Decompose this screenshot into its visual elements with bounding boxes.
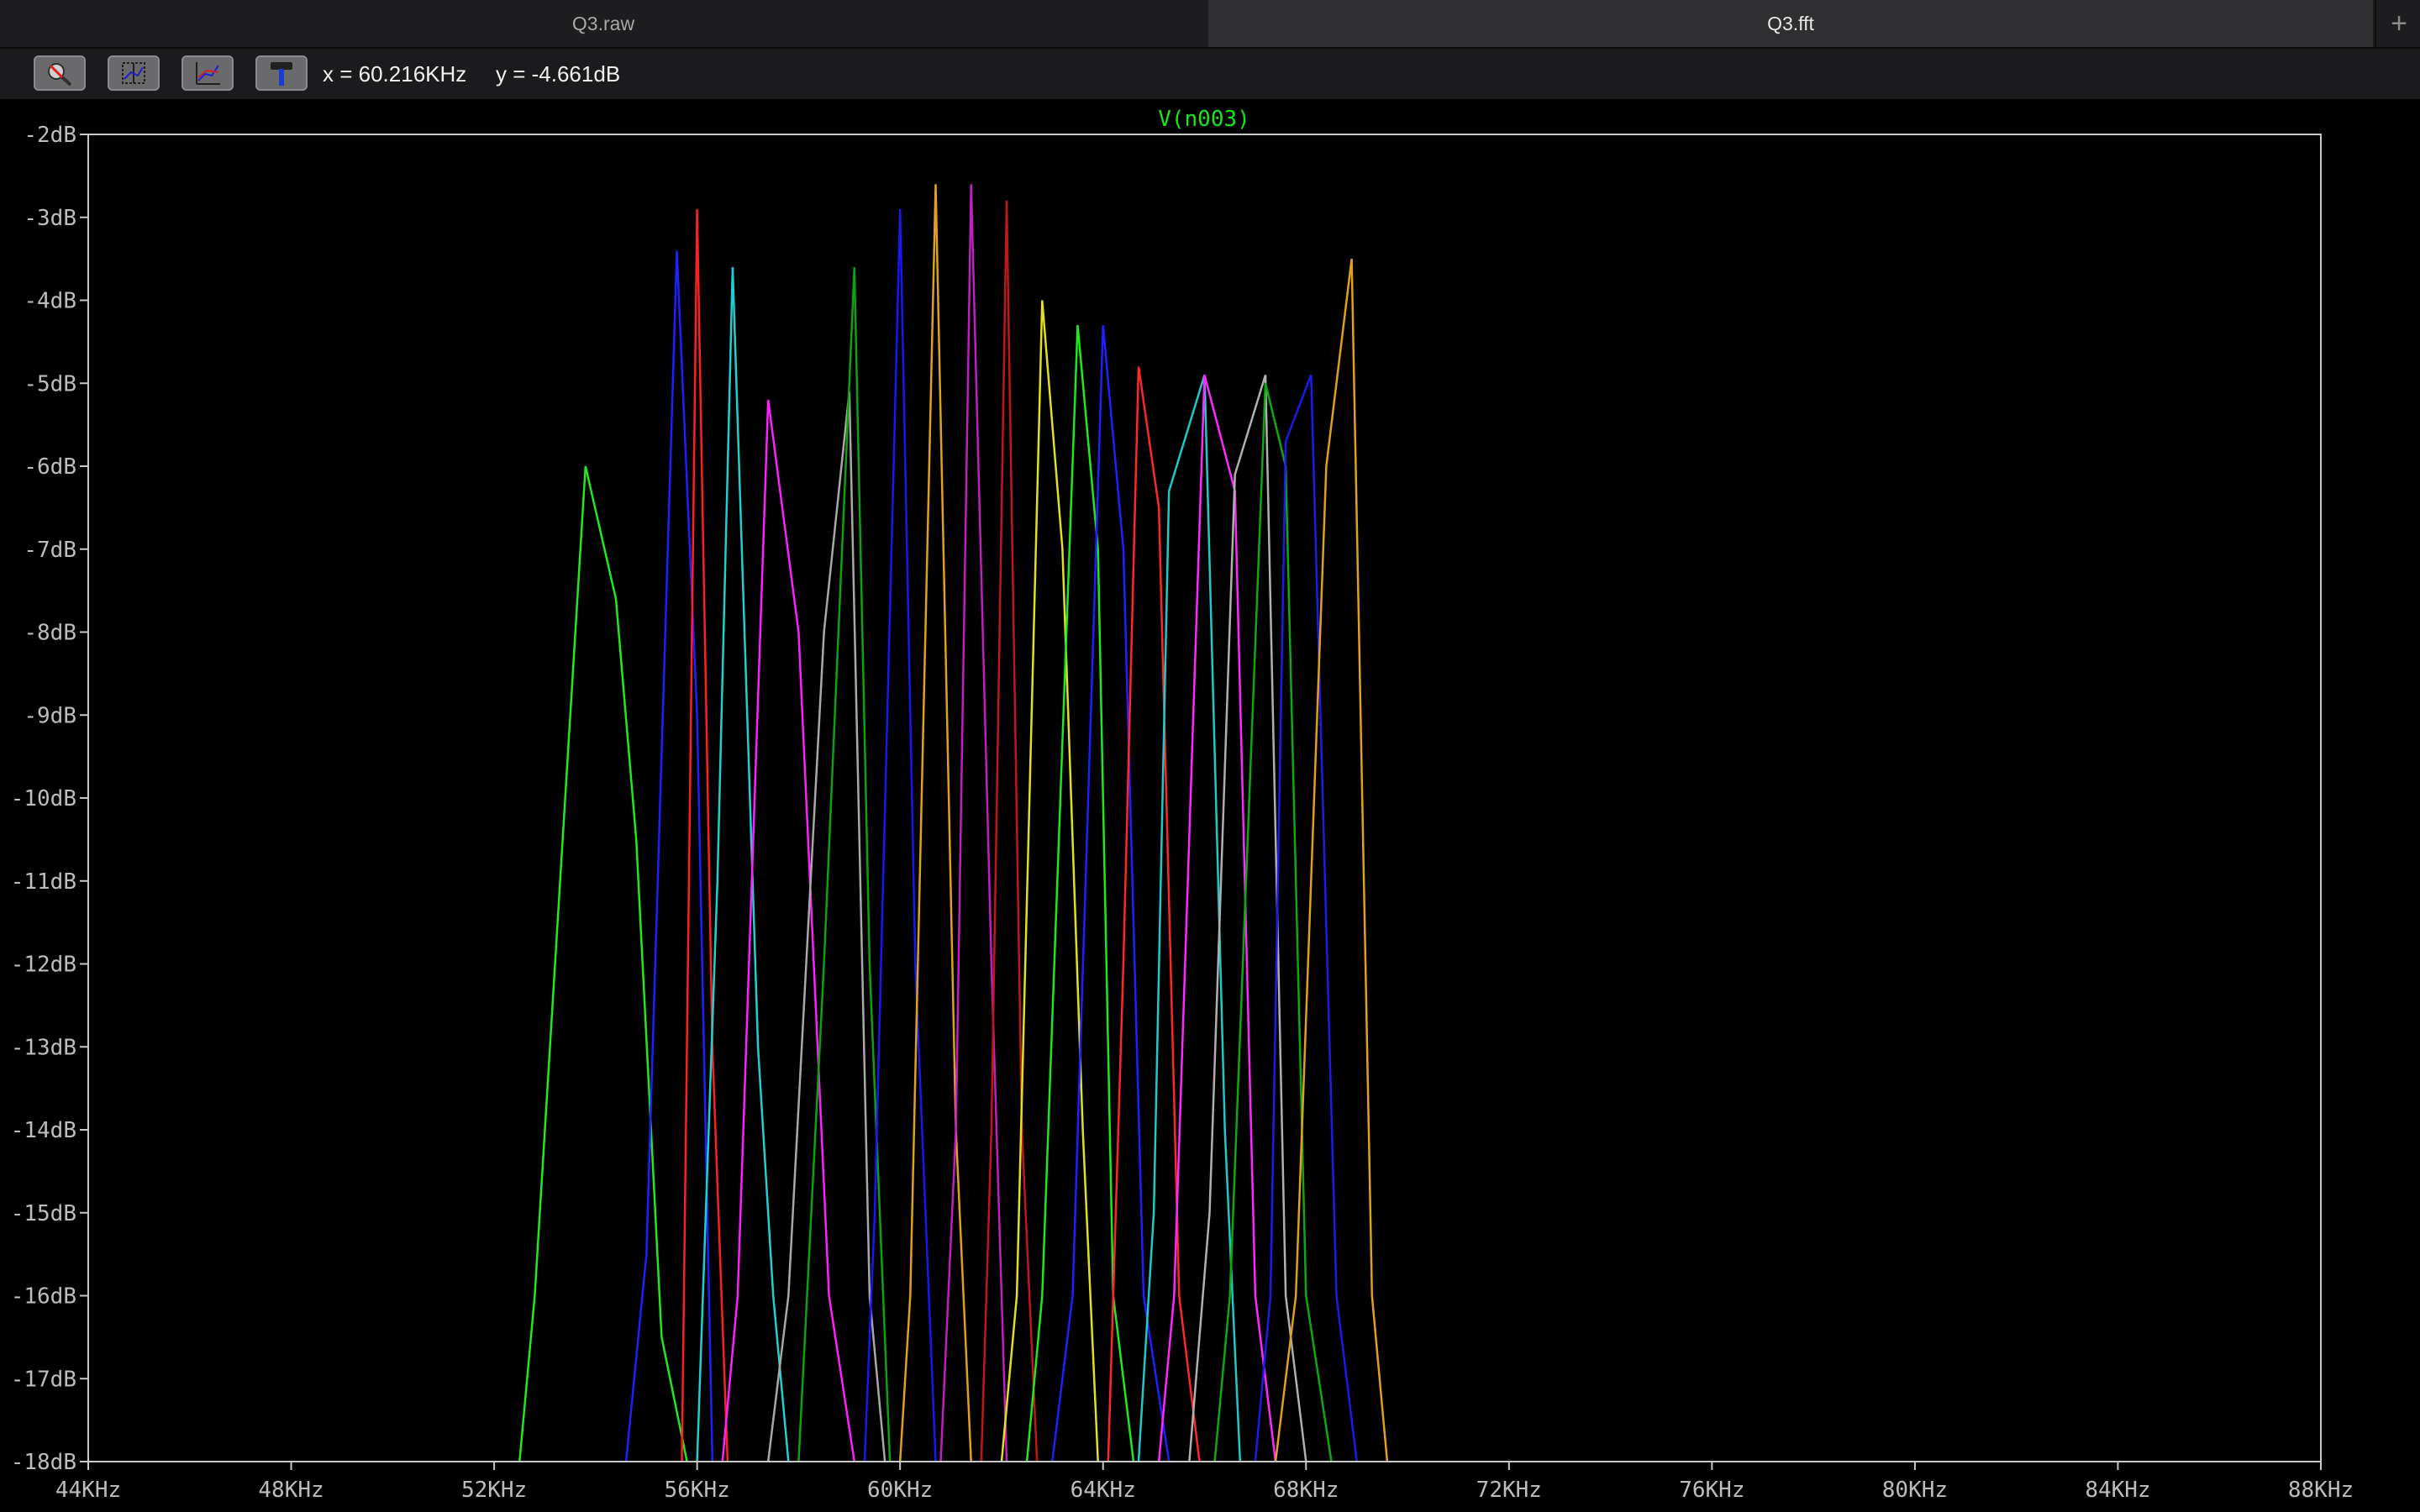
y-tick-label: -6dB [24, 454, 76, 480]
series-line-16[interactable] [1137, 375, 1242, 1462]
series-line-20[interactable] [1254, 374, 1358, 1462]
y-axis: -2dB -3dB -4dB -5dB -6dB -7dB -8dB -9dB -10dB -11… [11, 123, 88, 1475]
x-tick-label: 84KHz [2085, 1478, 2150, 1503]
cursor-y-readout: y = -4.661dB [496, 61, 621, 87]
y-tick-label: -16dB [11, 1284, 76, 1310]
y-tick-label: -4dB [24, 289, 76, 314]
x-axis: 44KHz 48KHz 52KHz 56KHz 60KHz 64KHz 68KHz 72KHz… [55, 1462, 2354, 1503]
y-tick-label: -12dB [11, 953, 76, 978]
series-line-15[interactable] [1107, 366, 1201, 1462]
y-tick-label: -2dB [24, 123, 76, 148]
tab-bar: Q3.raw Q3.fft + [0, 0, 2420, 49]
fit-axes-button[interactable] [108, 55, 160, 91]
x-tick-label: 80KHz [1882, 1478, 1948, 1503]
tab-q3-raw[interactable]: Q3.raw [571, 13, 635, 34]
x-tick-label: 52KHz [461, 1478, 527, 1503]
series-line-4[interactable] [696, 266, 790, 1462]
series-line-2[interactable] [624, 250, 714, 1462]
y-tick-label: -10dB [11, 786, 76, 811]
x-tick-label: 44KHz [55, 1478, 121, 1503]
series-line-21[interactable] [1274, 258, 1389, 1462]
fit-axes-icon [122, 62, 145, 84]
chart-title: V(n003) [1158, 107, 1250, 132]
series-layer [518, 184, 1389, 1462]
y-tick-label: -15dB [11, 1201, 76, 1226]
y-tick-label: -7dB [24, 538, 76, 563]
series-line-14[interactable] [1051, 324, 1171, 1462]
series-line-17[interactable] [1157, 375, 1277, 1462]
autorange-button[interactable] [182, 55, 234, 91]
series-line-11[interactable] [980, 200, 1039, 1462]
series-line-18[interactable] [1188, 375, 1307, 1462]
x-tick-label: 76KHz [1679, 1478, 1744, 1503]
y-tick-label: -8dB [24, 621, 76, 646]
y-tick-label: -13dB [11, 1035, 76, 1060]
series-line-13[interactable] [1025, 324, 1135, 1462]
hammer-icon [271, 62, 292, 86]
y-tick-label: -3dB [24, 206, 76, 231]
series-line-1[interactable] [518, 465, 688, 1462]
series-line-19[interactable] [1213, 383, 1333, 1462]
zoom-button[interactable] [34, 55, 86, 91]
series-line-12[interactable] [1000, 300, 1099, 1462]
hammer-button[interactable] [255, 55, 308, 91]
x-tick-label: 48KHz [258, 1478, 324, 1503]
new-tab-button[interactable]: + [2375, 0, 2420, 47]
series-line-5[interactable] [721, 399, 856, 1462]
y-tick-label: -17dB [11, 1367, 76, 1392]
x-tick-label: 88KHz [2288, 1478, 2354, 1503]
fft-plot[interactable]: V(n003) 44KHz 48KHz 52KHz 56KHz 60KHz 64KHz 68… [0, 99, 2420, 1512]
x-tick-label: 60KHz [867, 1478, 933, 1503]
x-tick-label: 68KHz [1273, 1478, 1339, 1503]
tab-q3-fft[interactable]: Q3.fft [1208, 0, 2373, 47]
y-tick-label: -5dB [24, 371, 76, 396]
x-tick-label: 64KHz [1071, 1478, 1136, 1503]
y-tick-label: -9dB [24, 703, 76, 728]
series-line-6[interactable] [766, 391, 886, 1462]
y-tick-label: -14dB [11, 1118, 76, 1143]
x-tick-label: 56KHz [664, 1478, 729, 1503]
plot-toolbar: x = 60.216KHz y = -4.661dB [0, 49, 2420, 99]
series-line-9[interactable] [898, 184, 972, 1462]
zoom-icon [48, 63, 72, 87]
y-tick-label: -11dB [11, 869, 76, 895]
y-tick-label: -18dB [11, 1450, 76, 1475]
series-line-3[interactable] [681, 208, 729, 1462]
series-line-8[interactable] [863, 208, 937, 1462]
x-tick-label: 72KHz [1476, 1478, 1542, 1503]
autorange-icon [196, 62, 220, 85]
fft-chart[interactable]: V(n003) 44KHz 48KHz 52KHz 56KHz 60KHz 64KHz 68… [0, 99, 2420, 1512]
series-line-10[interactable] [939, 184, 1008, 1462]
cursor-x-readout: x = 60.216KHz [323, 61, 467, 87]
